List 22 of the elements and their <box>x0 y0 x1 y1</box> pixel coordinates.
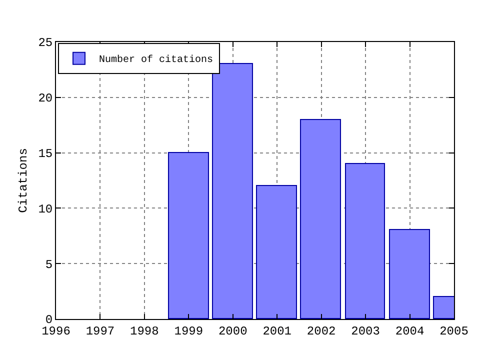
bar <box>212 63 253 319</box>
bar <box>389 229 430 319</box>
x-tick-label: 2000 <box>218 324 248 338</box>
y-tick-label: 25 <box>38 36 53 50</box>
x-tick-label: 1997 <box>86 324 115 338</box>
bar <box>300 119 341 319</box>
y-tick-label: 10 <box>38 202 53 216</box>
x-tick-label: 2003 <box>351 324 380 338</box>
x-tick-label: 2001 <box>262 324 292 338</box>
bar <box>168 152 209 319</box>
legend-label: Number of citations <box>98 54 214 66</box>
x-tick-label: 2004 <box>395 324 424 338</box>
x-tick-label: 1999 <box>174 324 204 338</box>
x-tick-label: 2002 <box>306 324 336 338</box>
y-tick-label: 5 <box>45 258 53 272</box>
bar <box>256 185 297 319</box>
x-tick-label: 1998 <box>130 324 159 338</box>
y-axis-title: Citations <box>16 148 30 213</box>
x-tick-label: 2005 <box>440 324 468 338</box>
y-tick-label: 20 <box>38 92 53 106</box>
y-tick-label: 15 <box>38 147 53 161</box>
bar <box>345 163 385 319</box>
